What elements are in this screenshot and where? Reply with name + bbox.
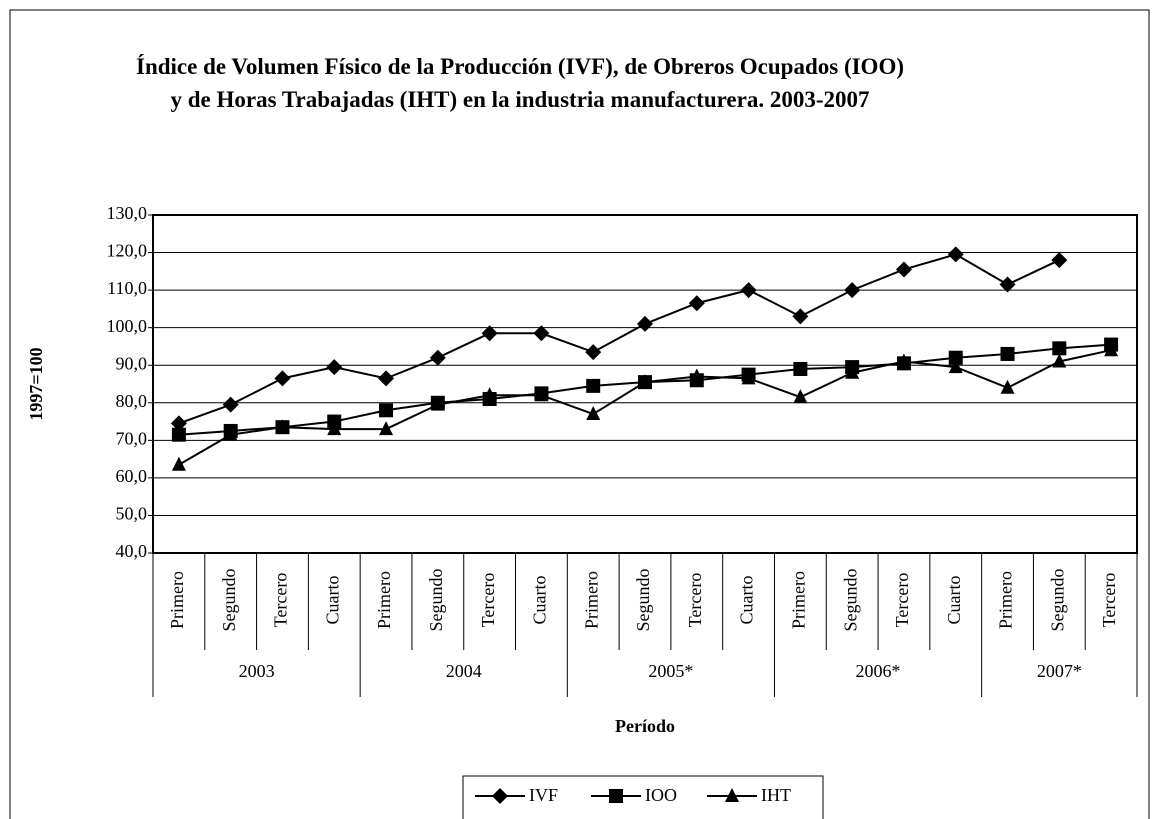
marker: [1104, 342, 1119, 357]
marker: [637, 315, 653, 332]
x-tick-label: Cuarto: [944, 576, 964, 625]
group-label: 2003: [239, 661, 275, 681]
x-tick-label: Primero: [374, 571, 394, 629]
marker: [326, 359, 343, 376]
x-tick-label: Primero: [581, 571, 601, 629]
marker: [1052, 341, 1067, 356]
marker: [947, 246, 964, 263]
x-axis-title: Período: [615, 716, 675, 736]
marker: [792, 308, 809, 325]
marker: [845, 364, 860, 379]
marker: [689, 368, 704, 383]
x-tick-label: Tercero: [1099, 573, 1119, 628]
legend-label: IOO: [645, 785, 677, 805]
x-tick-label: Primero: [996, 571, 1016, 629]
y-tick-label: 110,0: [107, 278, 147, 298]
marker: [482, 387, 497, 402]
chart-title: Índice de Volumen Físico de la Producció…: [136, 54, 904, 112]
x-tick-label: Tercero: [478, 573, 498, 628]
y-tick-label: 80,0: [116, 391, 148, 411]
y-tick-label: 100,0: [107, 316, 148, 336]
marker: [741, 370, 756, 385]
marker: [481, 325, 498, 342]
marker: [586, 406, 601, 421]
marker: [170, 415, 187, 432]
marker: [586, 378, 601, 393]
x-tick-label: Primero: [788, 571, 808, 629]
marker: [999, 276, 1016, 293]
x-tick-label: Segundo: [426, 569, 446, 632]
x-tick-label: Segundo: [1047, 569, 1067, 632]
marker: [740, 282, 757, 299]
x-tick-label: Segundo: [633, 569, 653, 632]
marker: [379, 421, 394, 436]
x-tick-label: Tercero: [271, 573, 291, 628]
x-tick-label: Segundo: [840, 569, 860, 632]
marker: [793, 361, 808, 376]
marker: [223, 426, 238, 441]
y-tick-label: 90,0: [116, 353, 148, 373]
marker: [534, 387, 549, 402]
marker: [948, 359, 963, 374]
marker: [378, 370, 395, 387]
series-line: [178, 253, 1060, 425]
legend-label: IHT: [761, 785, 791, 805]
marker: [895, 261, 912, 278]
marker: [171, 456, 186, 471]
y-tick-label: 120,0: [107, 241, 148, 261]
y-tick-label: 60,0: [116, 466, 148, 486]
marker: [430, 396, 445, 411]
y-tick-label: 130,0: [107, 203, 148, 223]
y-axis-title: 1997=100: [26, 347, 46, 420]
plot-border: [152, 214, 1138, 554]
marker: [327, 421, 342, 436]
x-tick-label: Segundo: [219, 569, 239, 632]
marker: [1051, 252, 1068, 269]
group-label: 2004: [446, 661, 482, 681]
legend-box: [462, 775, 824, 819]
group-label: 2005*: [648, 661, 693, 681]
marker: [1000, 379, 1015, 394]
marker: [379, 403, 394, 418]
marker: [429, 349, 446, 366]
legend-marker: [725, 788, 739, 802]
x-tick-label: Cuarto: [322, 576, 342, 625]
marker: [1052, 353, 1067, 368]
y-tick-label: 70,0: [116, 428, 148, 448]
legend-marker: [492, 788, 508, 804]
legend-marker: [609, 789, 623, 803]
marker: [896, 353, 911, 368]
marker: [948, 350, 963, 365]
marker: [274, 370, 291, 387]
marker: [222, 396, 239, 413]
marker: [585, 344, 602, 361]
y-tick-label: 40,0: [116, 541, 148, 561]
marker: [793, 389, 808, 404]
y-tick-label: 50,0: [116, 504, 148, 524]
legend-label: IVF: [529, 785, 558, 805]
marker: [638, 374, 652, 389]
group-label: 2006*: [856, 661, 901, 681]
marker: [688, 295, 705, 312]
chart-border: [9, 9, 1150, 819]
marker: [1000, 346, 1015, 361]
marker: [275, 419, 290, 434]
marker: [844, 282, 861, 299]
x-tick-label: Tercero: [892, 573, 912, 628]
group-label: 2007*: [1037, 661, 1082, 681]
x-tick-label: Cuarto: [530, 576, 550, 625]
x-tick-label: Cuarto: [737, 576, 757, 625]
marker: [533, 325, 550, 342]
x-tick-label: Primero: [167, 571, 187, 629]
x-tick-label: Tercero: [685, 573, 705, 628]
marker: [171, 427, 186, 442]
